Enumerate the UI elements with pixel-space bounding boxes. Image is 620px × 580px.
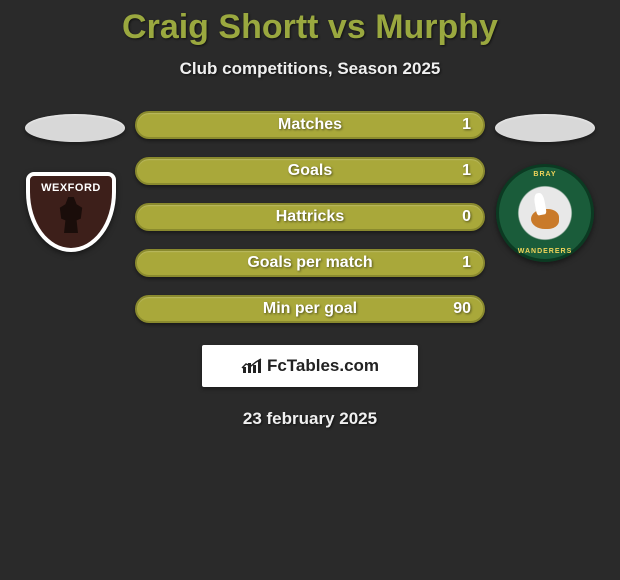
stats-column: Matches 1 Goals 1 Hattricks 0 Goals per … [135, 109, 485, 323]
club-badge-right: BRAY WANDERERS [496, 164, 594, 246]
wexford-silhouette-icon [57, 197, 85, 233]
subtitle: Club competitions, Season 2025 [0, 59, 620, 79]
stat-label: Goals [288, 162, 332, 180]
stat-label: Matches [278, 116, 342, 134]
stat-label: Goals per match [247, 254, 372, 272]
stat-label: Hattricks [276, 208, 344, 226]
player-avatar-right [495, 114, 595, 142]
stat-bar-matches: Matches 1 [135, 111, 485, 139]
right-column: BRAY WANDERERS [485, 109, 605, 246]
player-avatar-left [25, 114, 125, 142]
date-text: 23 february 2025 [0, 409, 620, 429]
club-label-left: WEXFORD [41, 182, 101, 194]
stat-bar-hattricks: Hattricks 0 [135, 203, 485, 231]
stat-bar-goals-per-match: Goals per match 1 [135, 249, 485, 277]
stat-right-value: 1 [462, 162, 471, 180]
stat-label: Min per goal [263, 300, 357, 318]
stat-right-value: 0 [462, 208, 471, 226]
stat-right-value: 90 [453, 300, 471, 318]
brand-text: FcTables.com [267, 356, 379, 376]
club-label-right-top: BRAY [533, 171, 556, 178]
page-title: Craig Shortt vs Murphy [0, 8, 620, 47]
wexford-shield: WEXFORD [26, 172, 116, 252]
left-column: WEXFORD [15, 109, 135, 254]
stat-right-value: 1 [462, 116, 471, 134]
stat-bar-goals: Goals 1 [135, 157, 485, 185]
stat-bar-min-per-goal: Min per goal 90 [135, 295, 485, 323]
club-label-right-bot: WANDERERS [518, 248, 573, 255]
club-badge-left: WEXFORD [26, 172, 124, 254]
bar-chart-icon [241, 357, 263, 375]
stat-right-value: 1 [462, 254, 471, 272]
bray-swan-icon [525, 193, 565, 233]
main-row: WEXFORD Matches 1 Goals 1 Hattricks 0 [0, 109, 620, 323]
bray-circle: BRAY WANDERERS [496, 164, 594, 262]
comparison-card: Craig Shortt vs Murphy Club competitions… [0, 0, 620, 429]
brand-box[interactable]: FcTables.com [202, 345, 418, 387]
